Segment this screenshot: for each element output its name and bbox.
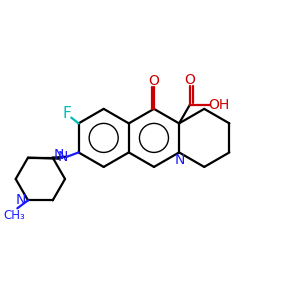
Text: CH₃: CH₃	[4, 208, 25, 222]
Text: N: N	[57, 150, 68, 164]
Text: O: O	[184, 73, 195, 87]
Text: N: N	[175, 153, 185, 167]
Text: N: N	[54, 148, 64, 162]
Text: OH: OH	[208, 98, 230, 112]
Text: F: F	[62, 106, 71, 121]
Text: N: N	[16, 194, 26, 207]
Text: O: O	[148, 74, 159, 88]
